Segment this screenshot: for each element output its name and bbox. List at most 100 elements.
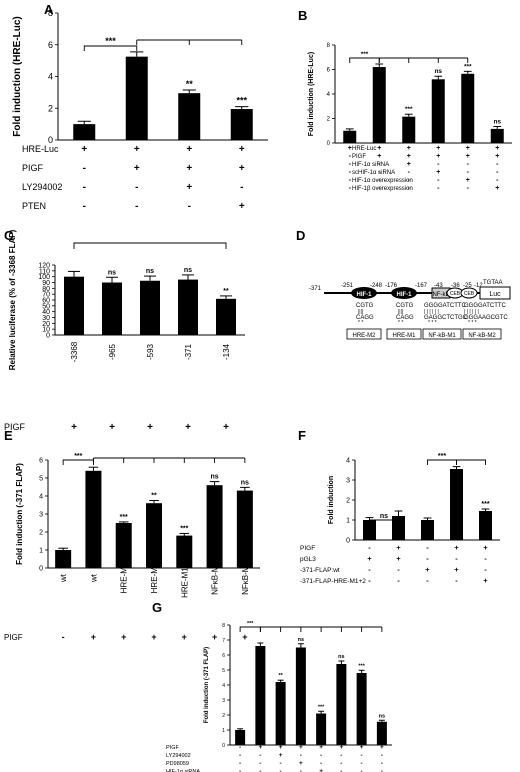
y-tick-label: 120 bbox=[38, 262, 50, 269]
category-label: HRE-M2 bbox=[150, 562, 159, 593]
treatment-sign: + bbox=[319, 768, 323, 772]
category-label: NFκB-M1 bbox=[211, 561, 220, 595]
significance-label: *** bbox=[405, 106, 413, 113]
y-tick-label: 6 bbox=[48, 40, 53, 50]
mut-box-nfkb-m2 bbox=[462, 328, 502, 340]
treatment-sign: - bbox=[467, 185, 470, 192]
significance-bracket bbox=[62, 459, 94, 465]
treatment-sign: + bbox=[299, 760, 303, 767]
treatment-sign: + bbox=[212, 632, 217, 642]
treatment-row-label: LY294002 bbox=[22, 182, 62, 192]
category-label: -3368 bbox=[70, 341, 79, 362]
bar bbox=[206, 485, 223, 568]
y-axis-label: Fold induction (HRE-Luc) bbox=[308, 52, 315, 136]
treatment-sign: + bbox=[454, 565, 459, 574]
mut-label: NF-kB-M2 bbox=[468, 333, 496, 339]
seq-top: CGTG bbox=[396, 303, 414, 309]
bar bbox=[115, 523, 132, 568]
treatment-sign: - bbox=[239, 768, 241, 772]
treatment-sign: - bbox=[83, 182, 86, 193]
treatment-sign: - bbox=[484, 565, 487, 574]
seq-top: GGGGATCTTC bbox=[464, 303, 507, 309]
treatment-sign: + bbox=[182, 632, 187, 642]
treatment-sign: + bbox=[436, 169, 440, 176]
y-tick-label: 5 bbox=[39, 475, 43, 482]
bar bbox=[236, 490, 253, 568]
significance-label: ns bbox=[184, 267, 192, 274]
treatment-row-label: HIF-1α siRNA bbox=[166, 769, 200, 772]
y-tick-label: 6 bbox=[222, 653, 225, 659]
pos-label: -12 bbox=[474, 283, 483, 289]
treatment-row-label: HRE-Luc bbox=[22, 144, 59, 154]
treatment-sign: - bbox=[408, 177, 411, 184]
y-tick-label: 4 bbox=[346, 457, 350, 464]
treatment-sign: - bbox=[408, 169, 411, 176]
treatment-sign: + bbox=[279, 744, 283, 751]
significance-label: *** bbox=[481, 501, 489, 508]
bar bbox=[255, 646, 266, 745]
significance-label: ** bbox=[186, 79, 194, 89]
category-label: -593 bbox=[146, 343, 155, 360]
y-tick-label: 0 bbox=[346, 537, 350, 544]
significance-label: *** bbox=[464, 63, 472, 70]
pos-label: -251 bbox=[341, 283, 354, 289]
y-tick-label: 4 bbox=[39, 493, 43, 500]
bracket-label: *** bbox=[105, 36, 116, 46]
y-tick-label: 4 bbox=[327, 92, 331, 98]
panel-label-f: F bbox=[298, 428, 306, 443]
treatment-sign: - bbox=[437, 185, 440, 192]
treatment-sign: - bbox=[188, 201, 191, 212]
bracket-label: *** bbox=[438, 453, 446, 460]
treatment-sign: - bbox=[300, 768, 302, 772]
y-tick-label: 10 bbox=[42, 327, 50, 334]
treatment-sign: + bbox=[134, 144, 140, 155]
treatment-sign: - bbox=[496, 169, 499, 176]
treatment-sign: + bbox=[407, 161, 411, 168]
treatment-sign: + bbox=[483, 543, 488, 552]
hif-site-2 bbox=[391, 287, 417, 299]
treatment-sign: + bbox=[396, 543, 401, 552]
treatment-sign: - bbox=[381, 768, 383, 772]
y-tick-label: 20 bbox=[42, 321, 50, 328]
y-axis-label: Fold induction (HRE-Luc) bbox=[12, 16, 23, 137]
y-tick-label: 3 bbox=[346, 477, 350, 484]
treatment-sign: + bbox=[466, 153, 470, 160]
y-tick-label: 100 bbox=[38, 274, 50, 281]
treatment-sign: + bbox=[258, 744, 262, 751]
significance-bracket bbox=[427, 459, 457, 465]
significance-label: ** bbox=[151, 493, 157, 500]
treatment-sign: - bbox=[426, 576, 429, 585]
treatment-sign: + bbox=[223, 422, 229, 433]
treatment-sign: + bbox=[483, 576, 488, 585]
treatment-sign: - bbox=[349, 153, 352, 160]
treatment-sign: + bbox=[436, 153, 440, 160]
treatment-sign: - bbox=[259, 768, 261, 772]
significance-label: ns bbox=[146, 268, 154, 275]
bar bbox=[392, 516, 405, 540]
category-label: HRE-M1+2 bbox=[180, 558, 189, 598]
y-tick-label: 60 bbox=[42, 297, 50, 304]
treatment-sign: - bbox=[426, 554, 429, 563]
treatment-row-label: PIGF bbox=[352, 154, 366, 160]
y-tick-label: 1 bbox=[222, 728, 225, 734]
bar bbox=[64, 276, 84, 335]
treatment-sign: - bbox=[340, 752, 342, 759]
y-tick-label: 0 bbox=[39, 565, 43, 572]
bar bbox=[178, 279, 198, 335]
treatment-row-label: scHIF-1α siRNA bbox=[352, 170, 395, 176]
mut-box-hre-m1 bbox=[386, 328, 422, 340]
y-axis-label: Relative luciferase (% of -3368 FLAP) bbox=[8, 229, 17, 370]
bar bbox=[376, 721, 387, 745]
seq-bars: |||| bbox=[398, 309, 403, 315]
hif-site-label: HIF-1 bbox=[357, 292, 373, 298]
treatment-sign: - bbox=[300, 752, 302, 759]
y-axis-label: Fold induction bbox=[328, 476, 335, 524]
treatment-sign: - bbox=[467, 161, 470, 168]
seq-stars: * * * bbox=[468, 320, 477, 326]
promoter-diagram: Luc -371 -251 -248 -176 -167 -43 -36 -25… bbox=[309, 280, 511, 340]
treatment-sign: - bbox=[378, 161, 381, 168]
tata-label: TGTAA bbox=[483, 280, 503, 286]
y-tick-label: 110 bbox=[39, 268, 50, 275]
treatment-row-label: HIF-1α siRNA bbox=[352, 162, 389, 168]
seq-top: CGTG bbox=[356, 303, 374, 309]
